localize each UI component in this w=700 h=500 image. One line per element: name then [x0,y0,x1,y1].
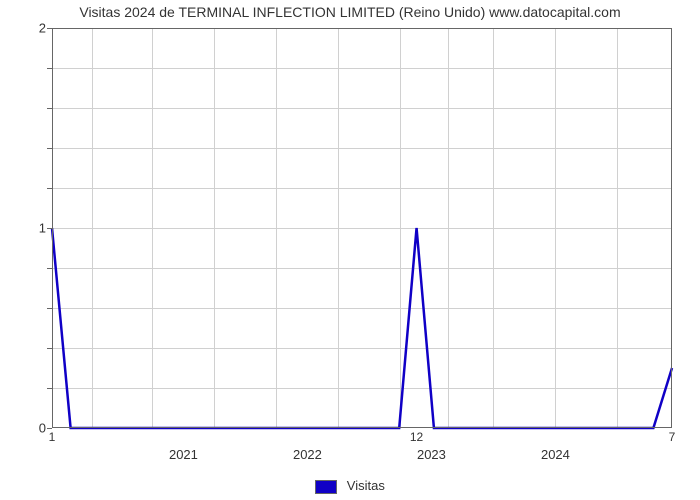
x-year-label: 2021 [169,447,198,462]
y-minor-tick [47,108,52,109]
legend-swatch [315,480,337,494]
y-minor-tick [47,388,52,389]
x-year-label: 2023 [417,447,446,462]
x-tick-label: 12 [410,428,423,444]
y-minor-tick [47,268,52,269]
y-minor-tick [47,148,52,149]
y-minor-tick [47,228,52,229]
legend-label: Visitas [347,478,385,493]
y-minor-tick [47,308,52,309]
chart-container: Visitas 2024 de TERMINAL INFLECTION LIMI… [0,0,700,500]
legend: Visitas [0,478,700,494]
y-minor-tick [47,28,52,29]
series-line [52,228,672,428]
plot-area: 01211272021202220232024 [52,28,672,428]
y-minor-tick [47,348,52,349]
x-tick-label: 7 [669,428,676,444]
x-year-label: 2024 [541,447,570,462]
y-minor-tick [47,68,52,69]
chart-title: Visitas 2024 de TERMINAL INFLECTION LIMI… [0,4,700,20]
line-series [52,28,672,428]
x-tick-label: 1 [49,428,56,444]
x-year-label: 2022 [293,447,322,462]
y-minor-tick [47,188,52,189]
